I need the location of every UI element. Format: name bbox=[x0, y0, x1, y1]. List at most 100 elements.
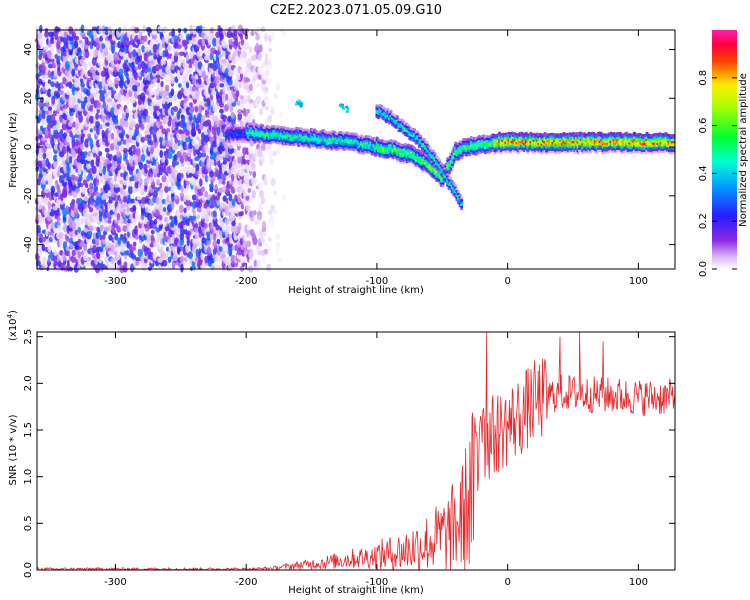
heatmap-cell bbox=[251, 233, 257, 242]
heatmap-cell bbox=[130, 144, 137, 150]
heatmap-cell bbox=[246, 60, 252, 69]
heatmap-cell bbox=[181, 39, 187, 46]
heatmap-cell bbox=[126, 31, 131, 38]
heatmap-cell bbox=[185, 100, 190, 107]
heatmap-cell bbox=[268, 150, 273, 158]
heatmap-cell bbox=[110, 244, 115, 253]
heatmap-cell bbox=[251, 162, 256, 170]
heatmap-cell bbox=[219, 234, 223, 240]
heatmap-cell bbox=[58, 225, 64, 231]
heatmap-cell bbox=[242, 241, 247, 248]
heatmap-cell bbox=[215, 228, 220, 238]
heatmap-cell bbox=[87, 230, 93, 237]
heatmap-cell bbox=[212, 140, 218, 148]
heatmap-cell bbox=[83, 195, 89, 202]
heatmap-cell bbox=[212, 37, 217, 47]
heatmap-cell bbox=[109, 167, 115, 172]
heatmap-cell bbox=[114, 77, 119, 85]
heatmap-cell bbox=[126, 206, 131, 213]
heatmap-cell bbox=[222, 258, 227, 264]
heatmap-cell bbox=[212, 240, 218, 247]
heatmap-cell bbox=[77, 66, 83, 71]
heatmap-cell bbox=[38, 172, 44, 178]
heatmap-cell bbox=[185, 180, 190, 186]
heatmap-cell bbox=[235, 124, 240, 128]
heatmap-cell bbox=[101, 129, 105, 139]
heatmap-cell bbox=[141, 153, 146, 163]
heatmap-cell bbox=[204, 174, 209, 183]
heatmap-cell bbox=[253, 140, 257, 144]
heatmap-cell bbox=[359, 134, 364, 138]
heatmap-cell bbox=[185, 244, 191, 254]
heatmap-cell bbox=[180, 58, 186, 64]
heatmap-cell bbox=[50, 221, 55, 229]
heatmap-cell bbox=[389, 139, 393, 142]
heatmap-cell bbox=[140, 184, 145, 189]
heatmap-cell bbox=[182, 260, 188, 266]
heatmap-cell bbox=[168, 101, 173, 107]
heatmap-cell bbox=[113, 154, 118, 162]
heatmap-cell bbox=[269, 106, 275, 115]
heatmap-cell bbox=[119, 68, 124, 76]
heatmap-cell bbox=[96, 195, 101, 201]
heatmap-cell bbox=[176, 150, 182, 158]
heatmap-cell bbox=[167, 131, 172, 141]
heatmap-cell bbox=[228, 144, 234, 149]
heatmap-cell bbox=[231, 198, 236, 207]
heatmap-cell bbox=[167, 264, 172, 271]
heatmap-cell bbox=[152, 77, 158, 83]
heatmap-cell bbox=[261, 124, 265, 128]
heatmap-cell bbox=[171, 260, 176, 270]
heatmap-cell bbox=[121, 128, 126, 137]
heatmap-cell bbox=[195, 89, 200, 98]
heatmap-cell bbox=[132, 186, 137, 194]
heatmap-cell bbox=[44, 27, 49, 34]
heatmap-cell bbox=[131, 216, 137, 225]
heatmap-cell bbox=[108, 124, 113, 133]
heatmap-cell bbox=[257, 52, 263, 61]
heatmap-cell bbox=[95, 112, 99, 120]
heatmap-cell bbox=[41, 158, 47, 168]
heatmap-cell bbox=[35, 87, 40, 95]
heatmap-cell bbox=[56, 123, 61, 131]
heatmap-cell bbox=[184, 86, 191, 96]
heatmap-cell bbox=[264, 69, 270, 76]
heatmap-cell bbox=[224, 104, 229, 112]
heatmap-cell bbox=[188, 251, 194, 260]
heatmap-cell bbox=[214, 184, 218, 190]
heatmap-cell bbox=[56, 92, 61, 99]
heatmap-cell bbox=[114, 183, 120, 188]
heatmap-cell bbox=[228, 193, 233, 202]
heatmap-cell bbox=[189, 106, 195, 112]
heatmap-cell bbox=[197, 55, 204, 61]
heatmap-cell bbox=[80, 31, 86, 38]
heatmap-cell bbox=[128, 202, 134, 209]
heatmap-cell bbox=[110, 257, 116, 264]
heatmap-cell bbox=[237, 155, 242, 164]
heatmap-cell bbox=[99, 203, 104, 210]
heatmap-cell bbox=[137, 248, 144, 258]
heatmap-cell bbox=[89, 207, 94, 213]
heatmap-cell bbox=[246, 225, 251, 231]
heatmap-cell bbox=[122, 147, 128, 154]
heatmap-cell bbox=[239, 33, 244, 41]
heatmap-cell bbox=[147, 87, 152, 92]
heatmap-cell bbox=[157, 130, 161, 139]
heatmap-cell bbox=[115, 246, 121, 252]
heatmap-cell bbox=[95, 120, 100, 129]
heatmap-cell bbox=[245, 108, 251, 114]
heatmap-cell bbox=[158, 120, 163, 126]
heatmap-cell bbox=[235, 89, 240, 98]
heatmap-cell bbox=[224, 205, 229, 214]
heatmap-cell bbox=[194, 105, 199, 113]
heatmap-cell bbox=[196, 50, 203, 57]
heatmap-cell bbox=[71, 221, 77, 231]
heatmap-cell bbox=[218, 187, 224, 193]
heatmap-cell bbox=[108, 234, 113, 241]
heatmap-cell bbox=[112, 116, 119, 125]
heatmap-cell bbox=[99, 160, 103, 170]
heatmap-cell bbox=[52, 120, 58, 125]
heatmap-cell bbox=[77, 202, 82, 210]
heatmap-cell bbox=[158, 204, 163, 214]
heatmap-cell bbox=[248, 70, 253, 76]
